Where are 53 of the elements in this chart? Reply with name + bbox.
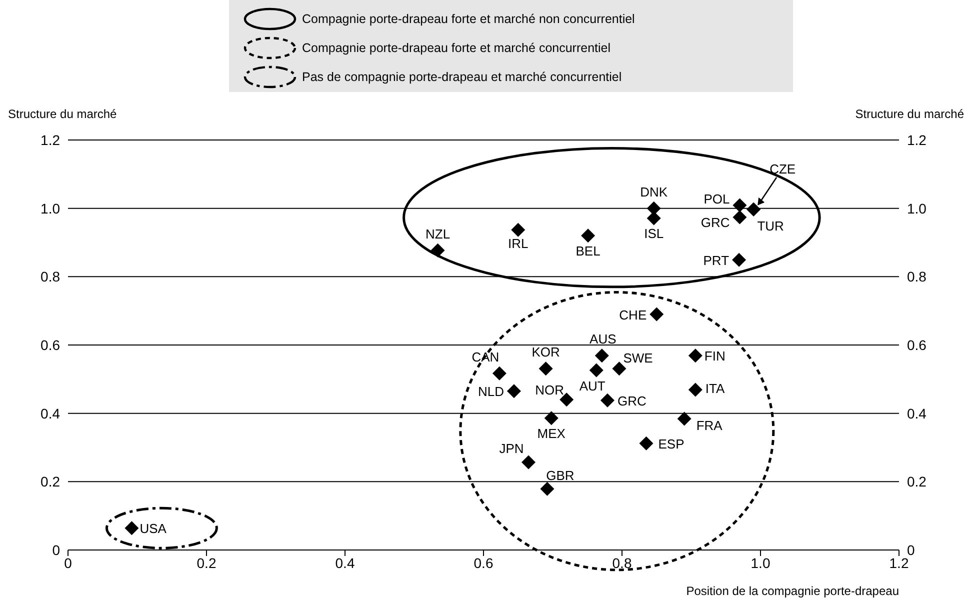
annotation: AUS xyxy=(590,332,617,347)
annotation: USA xyxy=(140,521,167,536)
annotation: PRT xyxy=(703,252,730,268)
y-tick-label: 0.6 xyxy=(40,336,60,353)
annotation: SWE xyxy=(623,350,654,366)
annotation: GRC xyxy=(700,215,730,230)
x-tick-label: 0 xyxy=(64,554,72,571)
x-tick-label: 1.0 xyxy=(750,554,770,571)
x-tick-label: 0.6 xyxy=(474,554,494,571)
annotation: AUT xyxy=(579,378,606,394)
annotation: ESP xyxy=(658,436,684,452)
annotation: IRL xyxy=(508,236,528,251)
annotation: DNK xyxy=(640,184,668,200)
x-tick-label: 0.2 xyxy=(196,554,216,571)
y-tick-label: 0 xyxy=(52,542,60,558)
annotation: BEL xyxy=(576,244,600,259)
x-tick-label: 1.2 xyxy=(889,554,909,571)
annotation: GBR xyxy=(546,468,574,483)
annotation: NLD xyxy=(478,384,504,400)
x-tick-label: 0.4 xyxy=(335,554,355,571)
annotation: ITA xyxy=(705,380,725,396)
annotation: NZL xyxy=(426,226,450,242)
y-tick-label: 0.8 xyxy=(40,268,60,285)
text: Pas de compagnie porte-drapeau et marché concurrentiel xyxy=(302,70,622,84)
x-axis-title: Position de la compagnie porte-drapeau xyxy=(686,584,899,598)
y-tick-label: 0.2 xyxy=(40,474,60,490)
annotation: FIN xyxy=(704,348,726,364)
annotation: CZE xyxy=(770,161,796,176)
x-tick-label: 0.8 xyxy=(612,554,632,571)
text: Compagnie porte-drapeau forte et marché concurrentiel xyxy=(302,40,611,54)
annotation: POL xyxy=(704,191,730,206)
y2-tick-label: 0.2 xyxy=(907,474,927,490)
text: Compagnie porte-drapeau forte et marché non concurrentiel xyxy=(302,12,635,26)
y-tick-label: 0.4 xyxy=(40,405,60,422)
y-tick-label: 1.2 xyxy=(40,132,60,148)
y2-tick-label: 0.8 xyxy=(907,268,927,285)
annotation: GRC xyxy=(617,393,646,408)
y-tick-label: 1.0 xyxy=(40,200,60,216)
y2-tick-label: 1.0 xyxy=(907,200,927,216)
y2-axis-title: Structure du marché xyxy=(855,107,964,121)
y2-tick-label: 0 xyxy=(907,542,915,558)
annotation: FRA xyxy=(696,418,723,433)
y2-tick-label: 0.4 xyxy=(907,405,927,422)
annotation: CHE xyxy=(619,307,647,322)
annotation: MEX xyxy=(537,426,566,442)
annotation: TUR xyxy=(757,218,784,234)
annotation: NOR xyxy=(535,382,564,398)
annotation: KOR xyxy=(532,344,560,360)
y2-tick-label: 0.6 xyxy=(907,336,927,353)
y2-tick-label: 1.2 xyxy=(907,132,927,148)
annotation: JPN xyxy=(499,441,524,456)
y-axis-title: Structure du marché xyxy=(8,107,118,121)
annotation: ISL xyxy=(644,226,664,242)
